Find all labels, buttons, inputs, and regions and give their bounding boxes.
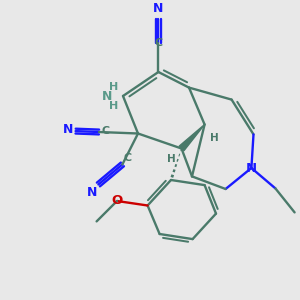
Text: H: H	[210, 133, 219, 143]
Text: O: O	[111, 194, 123, 208]
Text: N: N	[102, 90, 112, 103]
Text: N: N	[246, 161, 257, 175]
Text: N: N	[153, 2, 164, 15]
Text: N: N	[86, 186, 97, 199]
Text: C: C	[124, 153, 132, 163]
Text: H: H	[109, 101, 118, 111]
Text: C: C	[154, 38, 163, 48]
Text: C: C	[101, 125, 110, 136]
Polygon shape	[179, 124, 205, 151]
Text: H: H	[109, 82, 118, 92]
Text: H: H	[167, 154, 176, 164]
Text: N: N	[63, 123, 73, 136]
